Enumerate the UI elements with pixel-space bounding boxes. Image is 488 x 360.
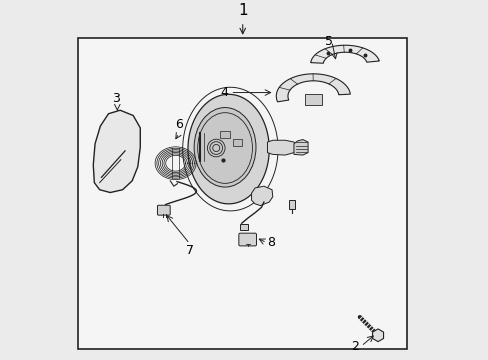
Polygon shape: [187, 94, 269, 204]
Polygon shape: [293, 140, 307, 155]
Bar: [219, 131, 230, 139]
Text: 3: 3: [111, 92, 119, 105]
Text: 8: 8: [267, 236, 275, 249]
Bar: [304, 94, 322, 105]
Bar: [288, 200, 294, 209]
Polygon shape: [267, 140, 296, 155]
Polygon shape: [372, 329, 383, 342]
Text: 4: 4: [220, 86, 228, 99]
Polygon shape: [310, 45, 379, 63]
Text: 1: 1: [238, 3, 247, 18]
Bar: [240, 224, 247, 230]
Polygon shape: [251, 186, 272, 206]
Polygon shape: [93, 110, 140, 193]
Ellipse shape: [194, 108, 255, 187]
Bar: [233, 139, 242, 145]
Text: 5: 5: [324, 35, 332, 48]
FancyBboxPatch shape: [238, 233, 256, 246]
Polygon shape: [276, 74, 349, 102]
Text: 7: 7: [185, 244, 193, 257]
Text: 6: 6: [175, 118, 183, 131]
FancyBboxPatch shape: [157, 205, 170, 215]
Text: 2: 2: [351, 341, 359, 354]
Bar: [78, 38, 406, 349]
